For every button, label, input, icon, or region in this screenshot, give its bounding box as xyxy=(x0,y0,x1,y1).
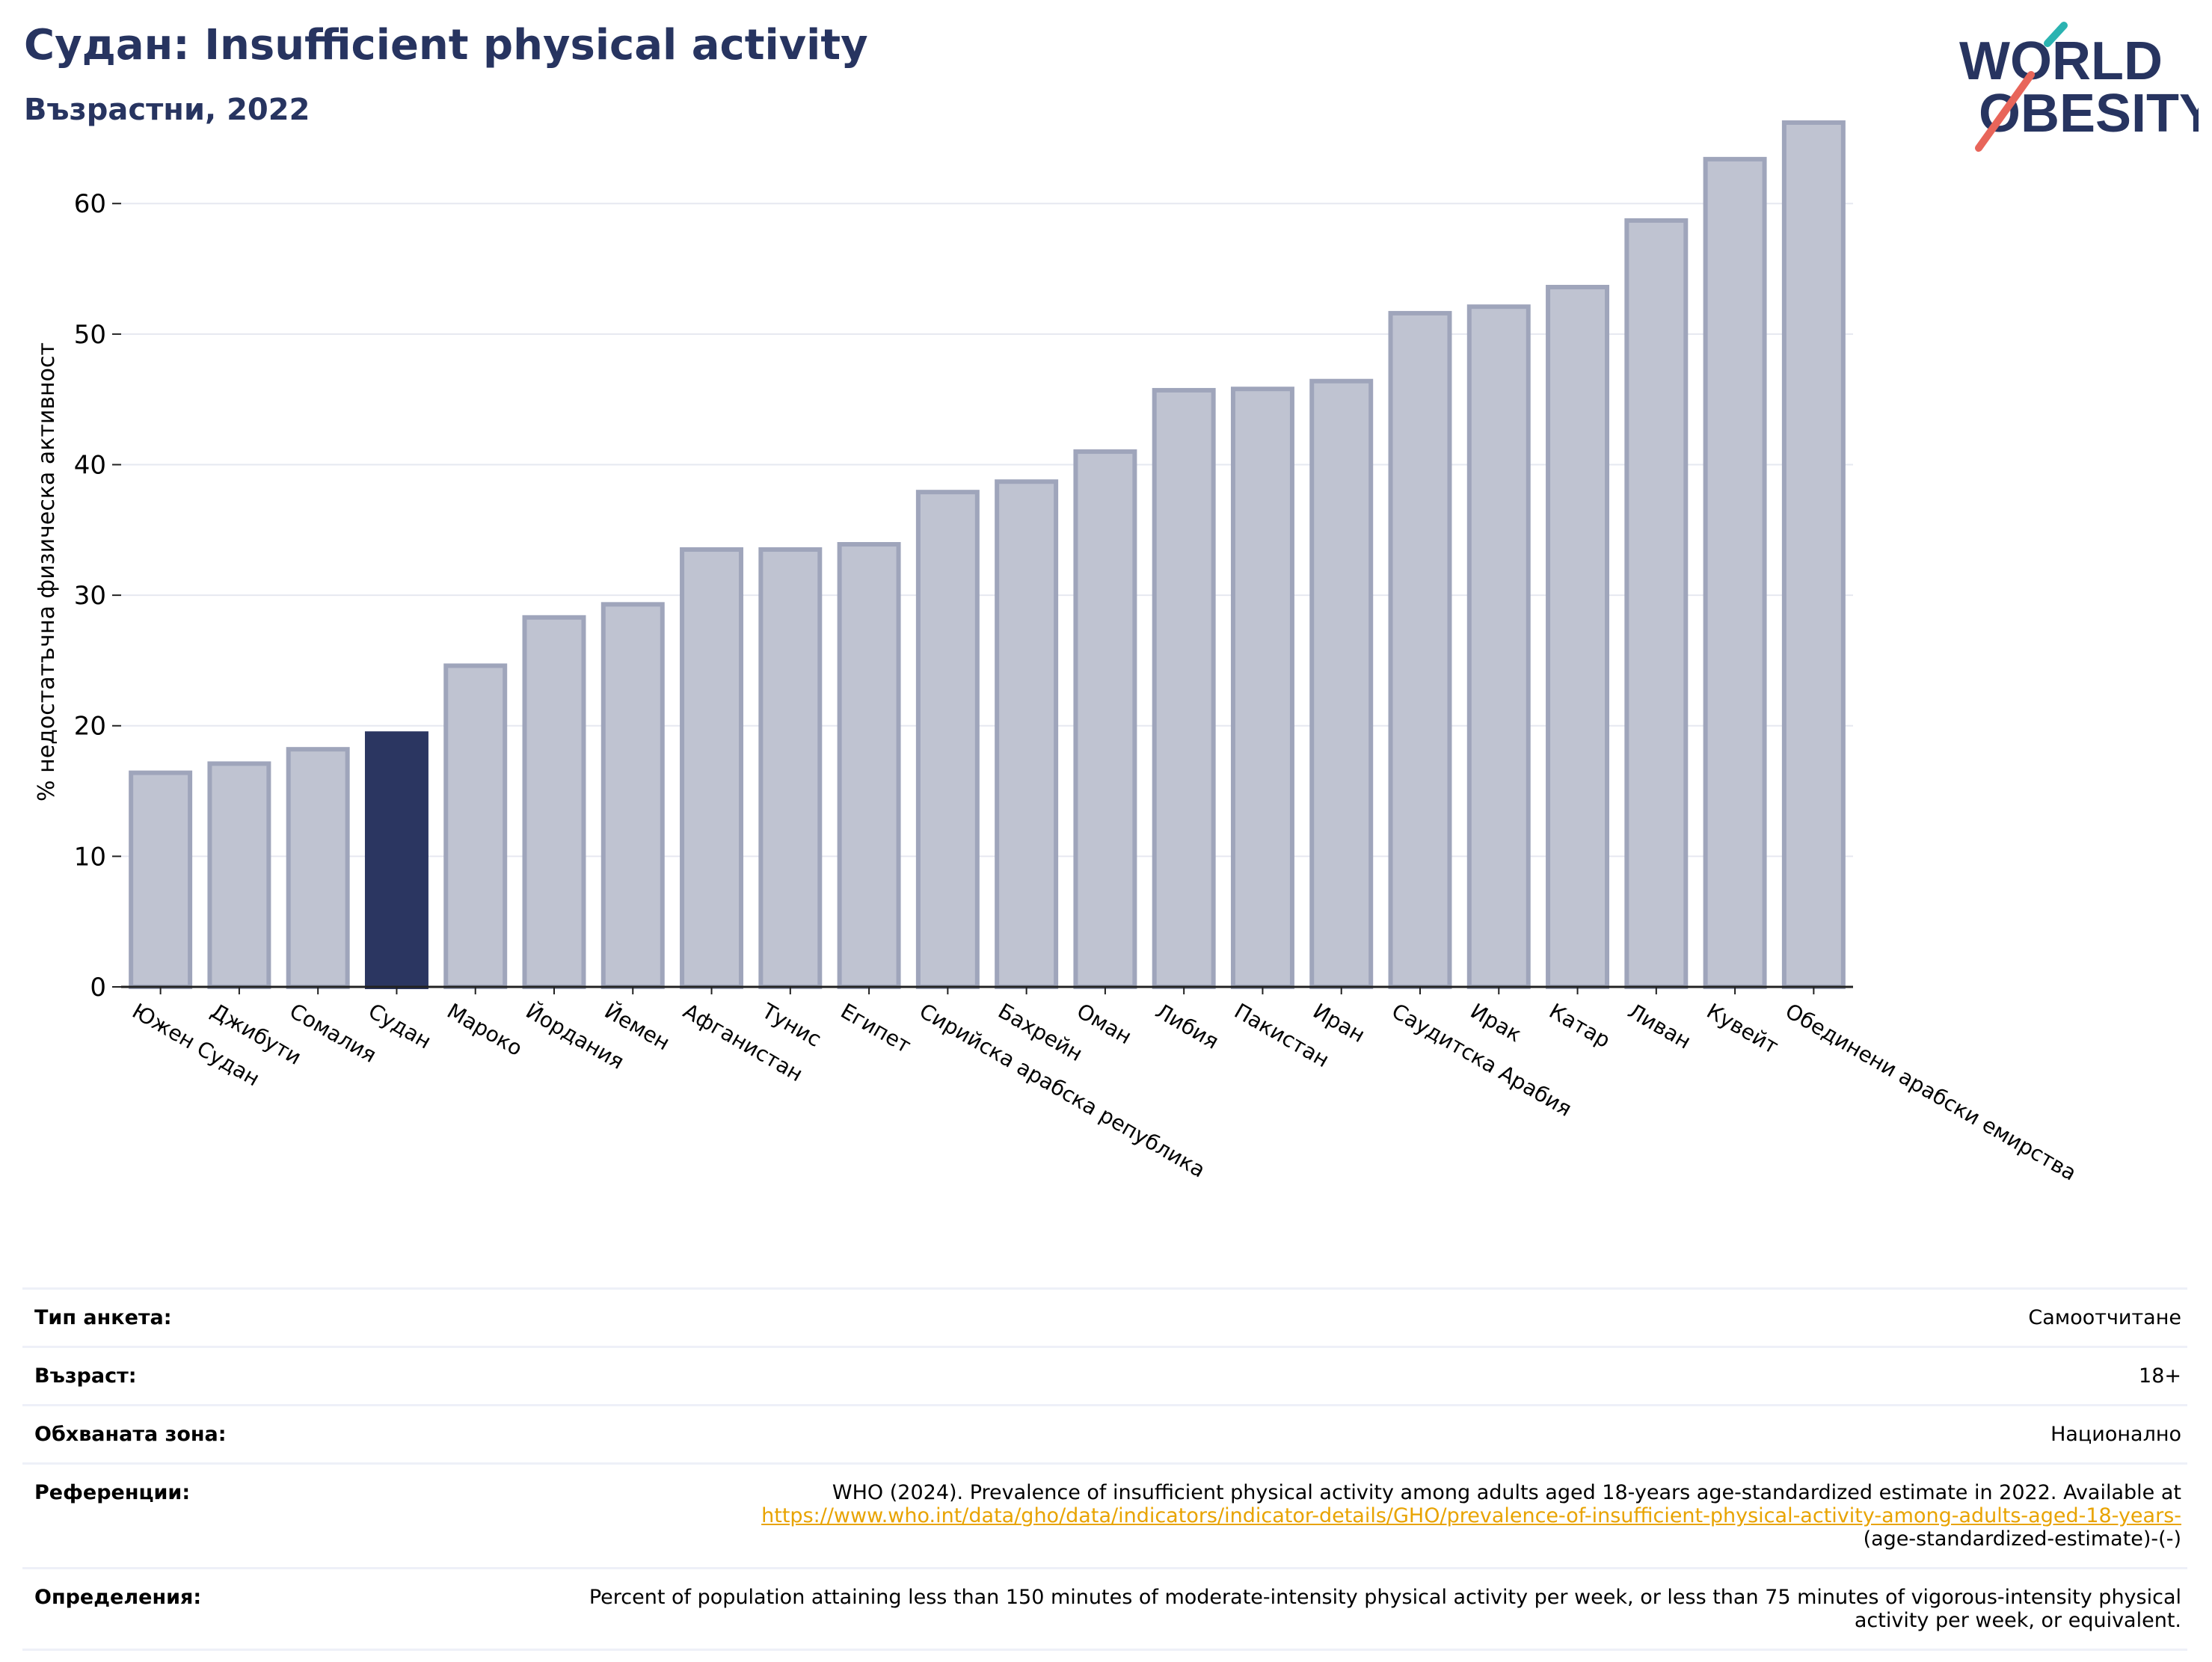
bar xyxy=(1152,387,1216,989)
x-tick-label: Обединени арабски емирства xyxy=(1781,998,2081,1185)
chart-title: Судан: Insufficient physical activity xyxy=(24,21,868,70)
bar xyxy=(915,490,980,989)
references-label: Референции: xyxy=(22,1462,564,1569)
x-tick-label: Катар xyxy=(1545,998,1615,1053)
bar xyxy=(1073,449,1137,989)
bar xyxy=(443,663,508,989)
bar xyxy=(129,770,193,989)
x-tick-label: Ирак xyxy=(1466,998,1526,1047)
definitions-label: Определения: xyxy=(22,1567,564,1651)
world-obesity-logo: WORLD OBESITY xyxy=(1959,22,2199,152)
bar xyxy=(522,615,586,989)
bar xyxy=(1703,156,1767,989)
bar xyxy=(1388,310,1452,990)
bars xyxy=(129,120,1846,990)
x-tick-label: Либия xyxy=(1152,998,1223,1053)
bar xyxy=(1230,387,1294,989)
info-row-area: Обхваната зона: Национално xyxy=(22,1404,2187,1465)
info-row-references: Референции: WHO (2024). Prevalence of in… xyxy=(22,1462,2187,1569)
bar xyxy=(837,542,901,989)
bar xyxy=(600,602,665,989)
y-tick-label: 40 xyxy=(74,450,106,480)
x-tick-label: Иран xyxy=(1309,998,1369,1047)
survey-label: Тип анкета: xyxy=(22,1287,564,1348)
area-value: Национално xyxy=(564,1404,2187,1465)
bar xyxy=(207,761,271,989)
bar-chart: 0 10 20 30 40 50 60 Южен СуданДжибутиСомалияСу… xyxy=(34,120,2080,1186)
bar xyxy=(1624,218,1689,989)
y-axis-label: % недостатъчна физическа активност xyxy=(34,342,60,801)
references-link[interactable]: https://www.who.int/data/gho/data/indica… xyxy=(761,1504,2181,1527)
survey-value: Самоотчитане xyxy=(564,1287,2187,1348)
bar xyxy=(286,747,350,989)
y-tick-label: 60 xyxy=(74,189,106,219)
y-tick-label: 0 xyxy=(90,973,106,1003)
bar xyxy=(758,547,823,989)
bar xyxy=(1781,120,1846,990)
references-text: WHO (2024). Prevalence of insufficient p… xyxy=(832,1481,2181,1504)
y-tick-label: 10 xyxy=(74,842,106,872)
bar xyxy=(680,547,744,989)
bar xyxy=(1309,378,1374,990)
bar xyxy=(1466,304,1531,989)
bar xyxy=(1546,285,1610,989)
references-link-tail: (age-standardized-estimate)-(-) xyxy=(1863,1527,2181,1551)
y-tick-label: 50 xyxy=(74,320,106,350)
references-value: WHO (2024). Prevalence of insufficient p… xyxy=(564,1462,2187,1569)
y-tick-label: 20 xyxy=(74,712,106,742)
area-label: Обхваната зона: xyxy=(22,1404,564,1465)
chart-subtitle: Възрастни, 2022 xyxy=(24,93,310,127)
y-tick-label: 30 xyxy=(74,581,106,611)
info-row-survey: Тип анкета: Самоотчитане xyxy=(22,1287,2187,1348)
definitions-value: Percent of population attaining less tha… xyxy=(564,1567,2187,1651)
x-tick-label: Кувейт xyxy=(1703,998,1783,1059)
x-tick-label: Мароко xyxy=(443,998,526,1061)
x-tick-label: Ливан xyxy=(1623,998,1695,1053)
logo-line1: WORLD xyxy=(1959,31,2163,91)
x-tick-label: Египет xyxy=(837,998,915,1058)
bar xyxy=(364,731,428,989)
y-axis-ticks: 0 10 20 30 40 50 60 xyxy=(74,189,121,1003)
bar xyxy=(995,479,1059,989)
info-table: Тип анкета: Самоотчитане Възраст: 18+ Об… xyxy=(22,1287,2187,1651)
age-value: 18+ xyxy=(564,1346,2187,1406)
age-label: Възраст: xyxy=(22,1346,564,1406)
info-row-definitions: Определения: Percent of population attai… xyxy=(22,1567,2187,1651)
info-row-age: Възраст: 18+ xyxy=(22,1346,2187,1406)
